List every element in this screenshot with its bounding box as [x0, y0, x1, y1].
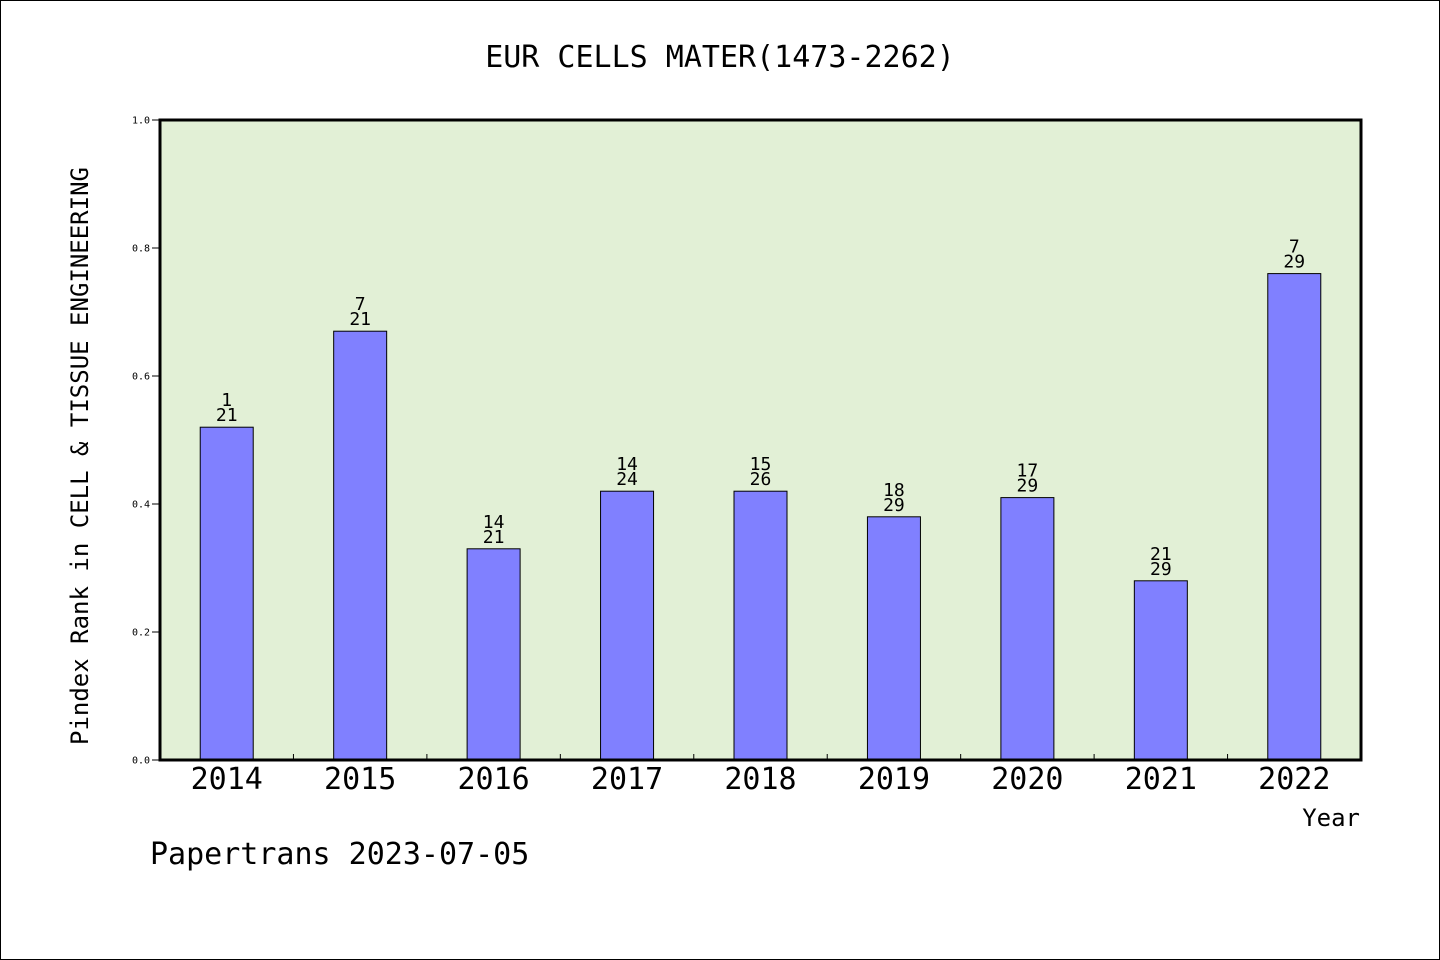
bar-total-label-2016: 21 [483, 527, 505, 548]
bar-rank-label-2017: 14 [616, 454, 638, 475]
bar-rank-label-2020: 17 [1017, 461, 1039, 482]
bar-2020 [1000, 497, 1055, 761]
y-tick-label: 0.6 [132, 372, 150, 383]
bar-2022 [1267, 273, 1322, 761]
bar-rank-label-2019: 18 [883, 480, 905, 501]
chart-title: EUR CELLS MATER(1473-2262) [485, 40, 955, 75]
bar-rank-label-2015: 7 [355, 294, 366, 315]
bar-rank-label-2016: 14 [483, 512, 505, 533]
bar-rank-label-2014: 1 [221, 390, 232, 411]
bar-2018 [733, 490, 788, 761]
x-tick-label-2019: 2019 [858, 762, 930, 797]
bar-2015 [333, 330, 388, 761]
y-tick-label: 0.8 [132, 244, 150, 255]
y-tick-label: 1.0 [132, 116, 150, 127]
x-tick-label-2020: 2020 [991, 762, 1063, 797]
bar-total-label-2015: 21 [349, 309, 371, 330]
x-tick-label-2018: 2018 [724, 762, 796, 797]
bars-group [199, 273, 1322, 761]
footer-stamp: Papertrans 2023-07-05 [150, 837, 529, 872]
bar-total-label-2019: 29 [883, 495, 905, 516]
x-tick-label-2017: 2017 [591, 762, 663, 797]
y-axis-label: Pindex Rank in CELL & TISSUE ENGINEERING [66, 167, 94, 745]
y-ticks-group: 0.0 0.2 0.4 0.6 0.8 1.0 [132, 116, 160, 767]
y-tick-label: 0.4 [132, 500, 150, 511]
bar-rank-label-2021: 21 [1150, 544, 1172, 565]
x-tick-label-2015: 2015 [324, 762, 396, 797]
x-axis-label: Year [1302, 804, 1360, 832]
x-tick-label-2021: 2021 [1125, 762, 1197, 797]
bar-2014 [199, 426, 254, 761]
x-tick-label-2022: 2022 [1258, 762, 1330, 797]
bar-total-label-2017: 24 [616, 469, 638, 490]
bar-rank-label-2022: 7 [1289, 237, 1300, 258]
bar-2017 [600, 490, 655, 761]
bar-total-label-2014: 21 [216, 405, 238, 426]
bar-2019 [866, 516, 921, 761]
y-tick-label: 0.0 [132, 756, 150, 767]
bar-total-label-2022: 29 [1283, 252, 1305, 273]
bar-2021 [1133, 580, 1188, 761]
x-tick-label-2014: 2014 [191, 762, 263, 797]
x-tick-label-2016: 2016 [457, 762, 529, 797]
bar-rank-label-2018: 15 [750, 454, 772, 475]
y-tick-label: 0.2 [132, 628, 150, 639]
bar-total-label-2021: 29 [1150, 559, 1172, 580]
bar-total-label-2020: 29 [1017, 476, 1039, 497]
bar-total-label-2018: 26 [750, 469, 772, 490]
x-ticks-group: 2014 2015 2016 2017 2018 2019 2020 2021 2022 [191, 754, 1330, 797]
plot-border [158, 118, 1363, 762]
bar-2016 [466, 548, 521, 761]
